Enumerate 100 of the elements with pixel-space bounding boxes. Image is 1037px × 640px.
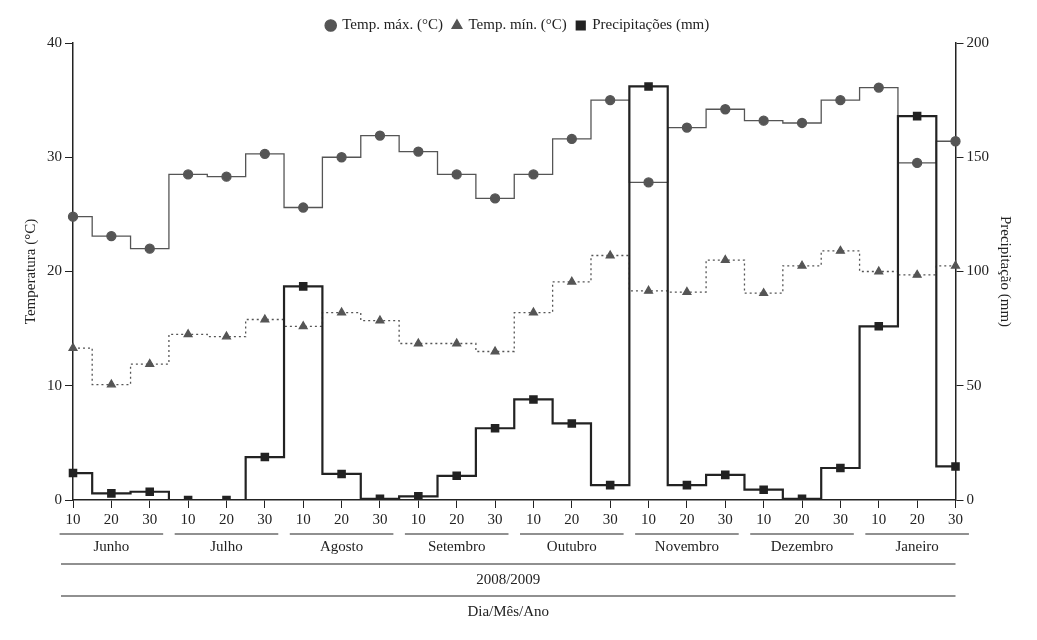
x-tick-label: 30: [717, 510, 733, 527]
point: [337, 307, 347, 316]
point: [106, 230, 117, 242]
point: [835, 94, 846, 106]
y2-tick-label: 0: [966, 490, 974, 507]
point: [337, 469, 346, 479]
point: [260, 314, 270, 323]
text: Dia/Mês/Ano: [467, 602, 550, 619]
point: [298, 321, 308, 330]
point: [643, 177, 654, 188]
point: [336, 152, 347, 163]
point: [67, 211, 79, 222]
point: [873, 82, 884, 93]
point: [644, 82, 653, 91]
point: [682, 480, 692, 490]
x-tick-label: 10: [756, 510, 772, 527]
y-tick-label: 30: [47, 148, 62, 165]
point: [490, 346, 500, 355]
point: [413, 146, 424, 157]
x-tick-label: 20: [449, 510, 465, 527]
legend-label: Temp. mín. (°C): [468, 16, 567, 34]
y2-tick-label: 100: [966, 262, 989, 279]
point: [682, 286, 692, 295]
point: [874, 266, 884, 275]
point: [911, 157, 923, 169]
y2-tick-label: 150: [966, 148, 989, 165]
point: [489, 193, 501, 204]
point: [68, 468, 78, 478]
point: [681, 122, 693, 133]
point: [145, 358, 155, 367]
point: [759, 288, 769, 297]
x-tick-label: 30: [948, 510, 963, 527]
point: [644, 285, 654, 294]
point: [259, 148, 270, 159]
point: [221, 171, 232, 182]
x-tick-label: 10: [65, 510, 81, 527]
text: Dezembro: [770, 537, 834, 554]
x-tick-label: 10: [525, 510, 541, 527]
point: [452, 338, 462, 347]
point: [951, 462, 960, 471]
point: [68, 342, 78, 351]
legend-label: Temp. máx. (°C): [342, 16, 443, 34]
text: Setembro: [427, 537, 486, 554]
point: [567, 276, 577, 285]
text: Julho: [210, 537, 243, 554]
text: Junho: [93, 537, 130, 554]
point: [182, 169, 194, 180]
y-tick-label: 0: [54, 490, 62, 507]
y-tick-label: 40: [47, 33, 62, 50]
text: 2008/2009: [476, 570, 541, 587]
point: [566, 133, 577, 145]
point: [221, 331, 232, 340]
point: [759, 485, 768, 494]
y2-tick-label: 200: [966, 33, 989, 50]
x-tick-label: 20: [218, 510, 234, 527]
point: [605, 94, 616, 106]
point: [835, 245, 845, 254]
point: [144, 243, 155, 254]
point: [912, 269, 922, 278]
text: Janeiro: [895, 537, 939, 554]
point: [796, 117, 808, 129]
point: [950, 260, 961, 269]
x-tick-label: 30: [832, 510, 848, 527]
text: Agosto: [319, 537, 364, 554]
point: [451, 169, 462, 180]
point: [950, 136, 961, 147]
x-tick-label: 10: [180, 510, 196, 527]
point: [721, 470, 730, 480]
x-tick-label: 20: [103, 510, 119, 527]
point: [567, 419, 577, 428]
x-tick-label: 30: [372, 510, 388, 527]
y-tick-label: 10: [47, 376, 62, 393]
point: [298, 282, 308, 291]
legend-label: Precipitações (mm): [592, 16, 710, 34]
point: [758, 115, 769, 126]
y2-tick-label: 50: [966, 376, 982, 393]
point: [797, 260, 807, 269]
point: [720, 254, 730, 263]
point: [106, 379, 116, 388]
x-tick-label: 20: [564, 510, 580, 527]
point: [145, 487, 155, 497]
x-tick-label: 10: [295, 510, 311, 527]
point: [375, 315, 385, 324]
x-tick-label: 20: [334, 510, 350, 527]
point: [912, 111, 922, 121]
x-tick-label: 30: [487, 510, 503, 527]
x-tick-label: 10: [641, 510, 657, 527]
y2-axis-title: Precipitação (mm): [997, 215, 1015, 328]
x-tick-label: 20: [679, 510, 695, 527]
point: [452, 471, 461, 481]
x-tick-label: 30: [602, 510, 618, 527]
point: [413, 338, 423, 347]
text: Novembro: [654, 537, 719, 554]
x-tick-label: 30: [257, 510, 273, 527]
x-tick-label: 10: [410, 510, 426, 527]
point: [107, 489, 116, 498]
point: [374, 130, 386, 141]
point: [874, 322, 884, 331]
point: [528, 169, 539, 180]
point: [183, 329, 193, 338]
